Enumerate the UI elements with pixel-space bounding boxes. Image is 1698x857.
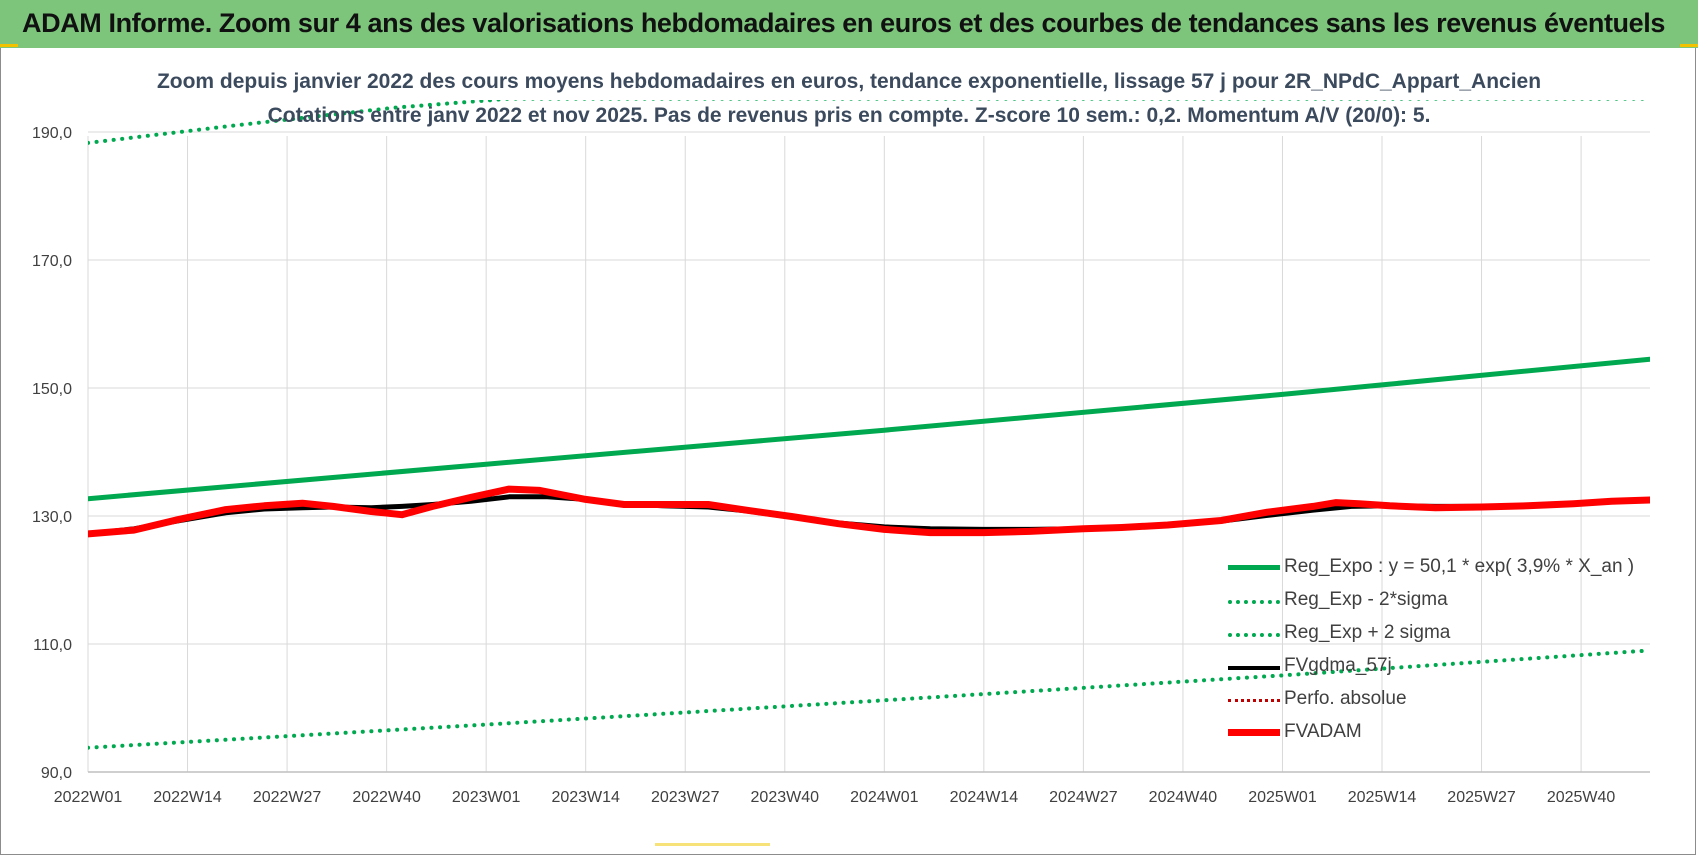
series-line-reg-exp-2-sigma [88, 100, 1650, 145]
x-tick-label: 2024W01 [850, 789, 919, 806]
legend-item-reg-exp-minus: Reg_Exp - 2*sigma [1228, 587, 1628, 620]
y-tick-label: 190,0 [32, 125, 72, 142]
x-tick-label: 2025W14 [1348, 789, 1417, 806]
chart-title-line2: Cotations entre janv 2022 et nov 2025. P… [267, 104, 1431, 127]
chart-legend: Reg_Expo : y = 50,1 * exp( 3,9% * X_an )… [1228, 554, 1634, 752]
page-title: ADAM Informe. Zoom sur 4 ans des valoris… [22, 8, 1665, 38]
x-tick-label: 2022W14 [153, 789, 222, 806]
y-tick-label: 130,0 [32, 509, 72, 526]
x-tick-label: 2024W14 [950, 789, 1019, 806]
legend-swatch-dotted-green [1228, 633, 1280, 637]
legend-item-fvgdma: FVgdma_57j [1228, 653, 1628, 686]
y-tick-label: 90,0 [41, 765, 72, 782]
x-tick-label: 2022W27 [253, 789, 322, 806]
x-tick-label: 2024W40 [1149, 789, 1218, 806]
x-tick-label: 2023W01 [452, 789, 521, 806]
x-tick-label: 2023W27 [651, 789, 720, 806]
x-tick-label: 2025W01 [1248, 789, 1317, 806]
legend-label: FVADAM [1284, 721, 1362, 742]
legend-swatch-dotted-red [1228, 699, 1280, 702]
legend-swatch-dotted-green [1228, 600, 1280, 604]
scroll-marker [655, 843, 770, 846]
x-tick-label: 2025W40 [1547, 789, 1616, 806]
x-tick-label: 2024W27 [1049, 789, 1118, 806]
legend-item-perfo: Perfo. absolue [1228, 686, 1628, 719]
legend-label: Reg_Exp - 2*sigma [1284, 589, 1448, 610]
legend-swatch-solid-red [1228, 729, 1280, 736]
legend-label: FVgdma_57j [1284, 655, 1392, 676]
corner-marker-right [1680, 44, 1698, 47]
legend-item-fvadam: FVADAM [1228, 719, 1628, 752]
series-line-reg-expo [88, 356, 1650, 502]
y-tick-label: 110,0 [33, 637, 72, 654]
legend-swatch-solid-black [1228, 666, 1280, 670]
legend-label: Reg_Exp + 2 sigma [1284, 622, 1451, 643]
legend-label: Reg_Expo : y = 50,1 * exp( 3,9% * X_an ) [1284, 556, 1635, 577]
x-tick-label: 2023W40 [751, 789, 820, 806]
corner-marker-left [0, 44, 18, 47]
legend-label: Perfo. absolue [1284, 688, 1407, 709]
series-line-fvadam [88, 485, 1650, 538]
x-tick-label: 2022W40 [352, 789, 421, 806]
x-tick-label: 2022W01 [54, 789, 123, 806]
x-tick-label: 2023W14 [551, 789, 620, 806]
legend-item-reg-exp-plus: Reg_Exp + 2 sigma [1228, 620, 1628, 653]
y-tick-label: 150,0 [32, 381, 72, 398]
series-line-reg-exp-2-sigma [88, 648, 1650, 750]
header-banner: ADAM Informe. Zoom sur 4 ans des valoris… [0, 0, 1698, 48]
chart-title-line1: Zoom depuis janvier 2022 des cours moyen… [156, 70, 1542, 93]
y-tick-label: 170,0 [32, 253, 72, 270]
legend-item-reg-expo: Reg_Expo : y = 50,1 * exp( 3,9% * X_an ) [1228, 554, 1634, 587]
legend-swatch-solid-green [1228, 565, 1280, 570]
x-tick-label: 2025W27 [1447, 789, 1516, 806]
